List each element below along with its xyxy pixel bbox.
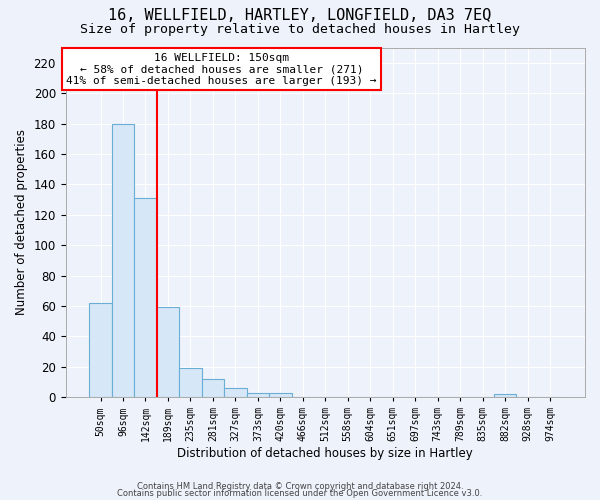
Bar xyxy=(134,198,157,397)
Bar xyxy=(179,368,202,397)
X-axis label: Distribution of detached houses by size in Hartley: Distribution of detached houses by size … xyxy=(178,447,473,460)
Bar xyxy=(224,388,247,397)
Bar xyxy=(202,379,224,397)
Y-axis label: Number of detached properties: Number of detached properties xyxy=(15,130,28,316)
Text: Contains public sector information licensed under the Open Government Licence v3: Contains public sector information licen… xyxy=(118,490,482,498)
Bar xyxy=(112,124,134,397)
Bar xyxy=(89,303,112,397)
Text: Size of property relative to detached houses in Hartley: Size of property relative to detached ho… xyxy=(80,22,520,36)
Bar xyxy=(494,394,517,397)
Bar xyxy=(269,392,292,397)
Bar xyxy=(157,308,179,397)
Text: Contains HM Land Registry data © Crown copyright and database right 2024.: Contains HM Land Registry data © Crown c… xyxy=(137,482,463,491)
Bar xyxy=(247,392,269,397)
Text: 16, WELLFIELD, HARTLEY, LONGFIELD, DA3 7EQ: 16, WELLFIELD, HARTLEY, LONGFIELD, DA3 7… xyxy=(109,8,491,22)
Text: 16 WELLFIELD: 150sqm
← 58% of detached houses are smaller (271)
41% of semi-deta: 16 WELLFIELD: 150sqm ← 58% of detached h… xyxy=(66,52,377,86)
